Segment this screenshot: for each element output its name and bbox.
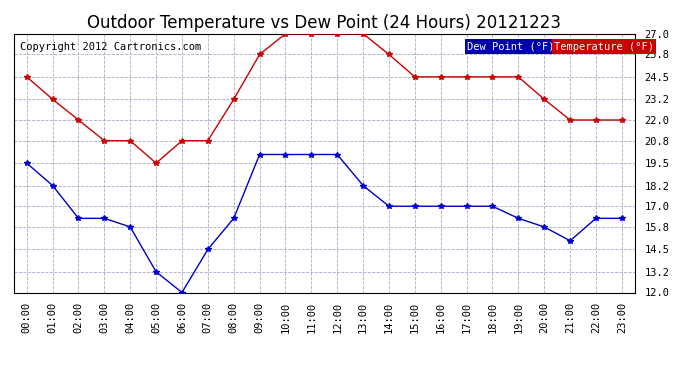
Text: Temperature (°F): Temperature (°F)	[554, 42, 654, 51]
Title: Outdoor Temperature vs Dew Point (24 Hours) 20121223: Outdoor Temperature vs Dew Point (24 Hou…	[88, 14, 561, 32]
Text: Copyright 2012 Cartronics.com: Copyright 2012 Cartronics.com	[20, 42, 201, 51]
Text: Dew Point (°F): Dew Point (°F)	[467, 42, 555, 51]
